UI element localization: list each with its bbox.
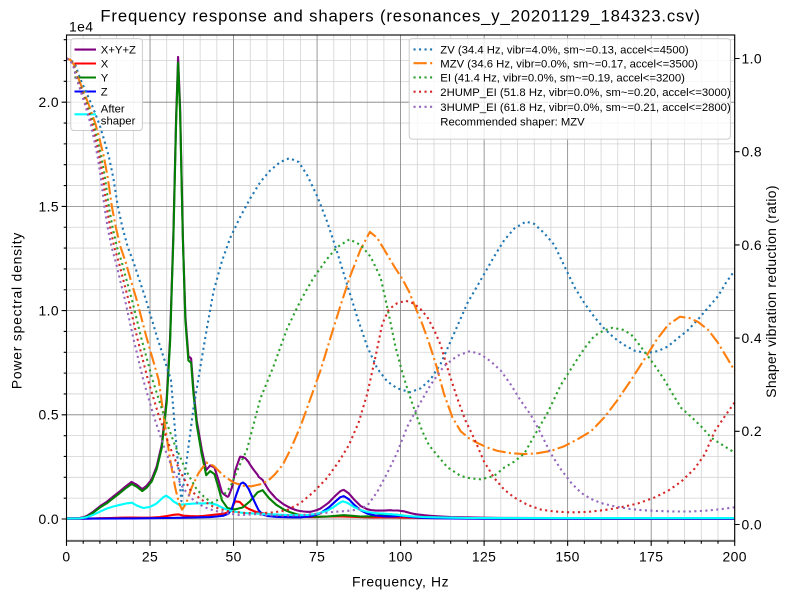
svg-text:Y: Y [101, 73, 109, 85]
svg-text:0.2: 0.2 [742, 423, 763, 439]
svg-text:After: After [101, 103, 125, 115]
svg-text:2HUMP_EI (51.8 Hz, vibr=0.0%,: 2HUMP_EI (51.8 Hz, vibr=0.0%, sm~=0.20, … [440, 87, 731, 99]
svg-text:X: X [101, 59, 109, 71]
svg-text:EI (41.4 Hz, vibr=0.0%, sm~=0.: EI (41.4 Hz, vibr=0.0%, sm~=0.19, accel<… [440, 73, 685, 85]
svg-text:0.4: 0.4 [742, 330, 763, 346]
svg-text:125: 125 [472, 549, 496, 565]
svg-text:200: 200 [723, 549, 747, 565]
svg-text:75: 75 [309, 549, 325, 565]
svg-text:175: 175 [639, 549, 663, 565]
svg-text:X+Y+Z: X+Y+Z [101, 45, 136, 57]
svg-text:Recommended shaper: MZV: Recommended shaper: MZV [440, 117, 585, 129]
svg-text:0.5: 0.5 [38, 407, 59, 423]
svg-text:1e4: 1e4 [69, 19, 93, 35]
svg-text:Frequency response and shapers: Frequency response and shapers (resonanc… [100, 7, 700, 26]
svg-text:0.0: 0.0 [742, 516, 763, 532]
svg-text:1.0: 1.0 [742, 50, 763, 66]
svg-text:50: 50 [225, 549, 241, 565]
svg-text:Frequency, Hz: Frequency, Hz [352, 574, 449, 590]
svg-text:0: 0 [62, 549, 70, 565]
svg-text:1.0: 1.0 [38, 303, 59, 319]
svg-text:Z: Z [101, 87, 108, 99]
svg-text:0.8: 0.8 [742, 144, 763, 160]
svg-text:2.0: 2.0 [38, 94, 59, 110]
svg-text:1.5: 1.5 [38, 198, 59, 214]
svg-text:Power spectral density: Power spectral density [9, 232, 25, 389]
svg-text:100: 100 [388, 549, 412, 565]
svg-text:0.6: 0.6 [742, 237, 763, 253]
svg-text:25: 25 [142, 549, 158, 565]
svg-text:3HUMP_EI (61.8 Hz, vibr=0.0%,: 3HUMP_EI (61.8 Hz, vibr=0.0%, sm~=0.21, … [440, 102, 731, 114]
svg-text:0.0: 0.0 [38, 511, 59, 527]
svg-text:Shaper vibration reduction (ra: Shaper vibration reduction (ratio) [763, 185, 779, 398]
svg-text:shaper: shaper [101, 115, 136, 127]
svg-text:ZV (34.4 Hz, vibr=4.0%, sm~=0.: ZV (34.4 Hz, vibr=4.0%, sm~=0.13, accel<… [440, 45, 689, 57]
svg-text:150: 150 [555, 549, 579, 565]
svg-text:MZV (34.6 Hz, vibr=0.0%, sm~=0: MZV (34.6 Hz, vibr=0.0%, sm~=0.17, accel… [440, 58, 698, 70]
